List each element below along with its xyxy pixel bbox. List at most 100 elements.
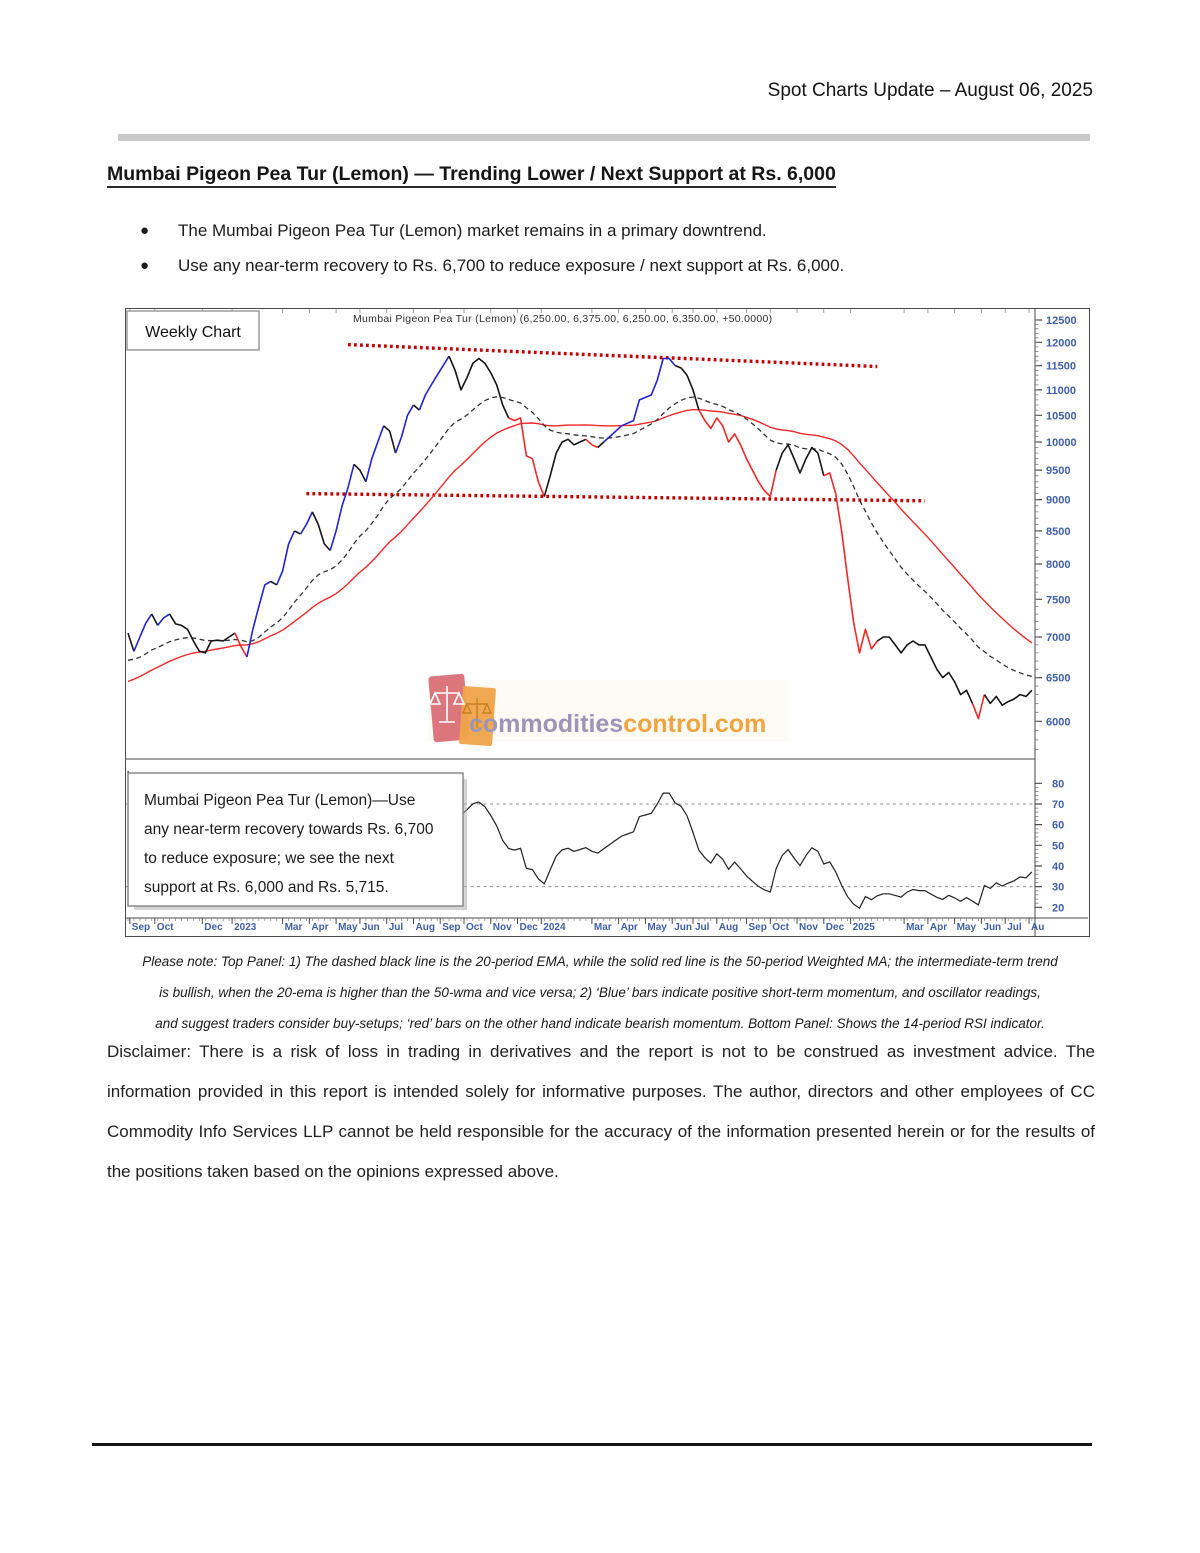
svg-text:9000: 9000 — [1046, 495, 1070, 507]
price-line-segment — [127, 632, 135, 652]
rsi-axis: 80 70 60 50 40 30 20 — [1035, 778, 1064, 914]
svg-text:11000: 11000 — [1046, 385, 1076, 397]
price-line-segment — [311, 511, 331, 552]
svg-text:Oct: Oct — [772, 922, 789, 933]
resistance-trendline — [347, 342, 878, 369]
price-line-segment — [299, 511, 314, 535]
svg-text:60: 60 — [1052, 820, 1064, 832]
footnote-line: is bullish, when the 20-ema is higher th… — [159, 985, 1041, 1000]
footnote-line: Please note: Top Panel: 1) The dashed bl… — [142, 954, 1058, 969]
price-line-segment — [448, 355, 510, 419]
svg-text:Aug: Aug — [416, 922, 435, 933]
price-line-segment — [275, 530, 296, 586]
svg-text:2025: 2025 — [853, 922, 876, 933]
price-line-segment — [543, 438, 587, 497]
price-line-segment — [418, 355, 450, 411]
svg-text:Sep: Sep — [132, 922, 150, 933]
header-divider-bar — [118, 134, 1090, 141]
chart-footnote: Please note: Top Panel: 1) The dashed bl… — [80, 946, 1120, 1039]
svg-text:30: 30 — [1052, 882, 1064, 894]
price-line-segment — [157, 613, 171, 626]
bullet-item: ● Use any near-term recovery to Rs. 6,70… — [140, 254, 1090, 278]
svg-text:Dec: Dec — [826, 922, 845, 933]
svg-text:Au: Au — [1031, 922, 1044, 933]
svg-text:any near-term recovery towards: any near-term recovery towards Rs. 6,700 — [144, 821, 434, 838]
watermark-text: commoditiescontrol.com — [469, 710, 766, 738]
weekly-chart-label: Weekly Chart — [126, 310, 260, 351]
svg-text:May: May — [957, 922, 977, 933]
bullet-list: ● The Mumbai Pigeon Pea Tur (Lemon) mark… — [140, 219, 1090, 289]
svg-text:40: 40 — [1052, 861, 1064, 873]
svg-text:Sep: Sep — [749, 922, 767, 933]
footnote-line: and suggest traders consider buy-setups;… — [155, 1016, 1045, 1031]
svg-text:Nov: Nov — [493, 922, 512, 933]
svg-text:Jul: Jul — [1007, 922, 1022, 933]
page-header-title: Spot Charts Update – August 06, 2025 — [767, 80, 1093, 101]
watermark: commoditiescontrol.com — [428, 673, 788, 746]
svg-text:6000: 6000 — [1046, 716, 1070, 728]
price-line-segment — [597, 441, 605, 449]
price-line-segment — [234, 632, 248, 658]
svg-text:Jul: Jul — [389, 922, 404, 933]
svg-text:Jun: Jun — [362, 922, 380, 933]
price-line-segment — [823, 472, 878, 654]
price-line-segment — [412, 404, 420, 411]
svg-text:Oct: Oct — [157, 922, 174, 933]
bullet-text: The Mumbai Pigeon Pea Tur (Lemon) market… — [178, 221, 767, 240]
svg-text:20: 20 — [1052, 902, 1064, 914]
price-line-segment — [876, 636, 974, 704]
price-line-segment — [365, 425, 385, 482]
svg-text:Apr: Apr — [311, 922, 328, 933]
bullet-text: Use any near-term recovery to Rs. 6,700 … — [178, 256, 845, 275]
svg-text:May: May — [647, 922, 667, 933]
section-heading: Mumbai Pigeon Pea Tur (Lemon) — Trending… — [107, 163, 1107, 188]
svg-text:8500: 8500 — [1046, 526, 1070, 538]
svg-text:2023: 2023 — [234, 922, 257, 933]
disclaimer-text: Disclaimer: There is a risk of loss in t… — [107, 1042, 1095, 1181]
svg-text:2024: 2024 — [543, 922, 566, 933]
svg-text:Dec: Dec — [520, 922, 539, 933]
svg-text:Mumbai Pigeon Pea Tur (Lemon)—: Mumbai Pigeon Pea Tur (Lemon)—Use — [144, 792, 415, 809]
svg-text:Oct: Oct — [466, 922, 483, 933]
svg-text:7000: 7000 — [1046, 632, 1070, 644]
svg-text:Sep: Sep — [442, 922, 460, 933]
price-line-segment — [151, 613, 159, 626]
svg-text:Jun: Jun — [674, 922, 692, 933]
svg-text:Apr: Apr — [621, 922, 638, 933]
bullet-icon: ● — [140, 257, 150, 274]
price-line-segment — [353, 463, 367, 483]
price-line-segment — [508, 417, 546, 497]
weekly-price-chart: commoditiescontrol.com 12500 12000 11500 110… — [125, 308, 1090, 937]
svg-text:Mar: Mar — [594, 922, 612, 933]
price-line-segment — [394, 404, 415, 454]
price-line-segment — [168, 613, 236, 654]
price-line-segment — [246, 580, 272, 658]
svg-text:70: 70 — [1052, 799, 1064, 811]
price-line-segment — [674, 364, 700, 411]
price-line-segment — [133, 613, 153, 652]
price-line-segment — [270, 580, 278, 586]
price-line-segment — [775, 444, 825, 477]
price-panel — [127, 355, 1033, 720]
svg-text:Apr: Apr — [930, 922, 947, 933]
chart-canvas: commoditiescontrol.com 12500 12000 11500 110… — [125, 308, 1090, 937]
svg-text:10000: 10000 — [1046, 437, 1077, 449]
svg-text:7500: 7500 — [1046, 594, 1070, 606]
price-line-segment — [585, 438, 599, 449]
svg-text:6500: 6500 — [1046, 673, 1070, 685]
svg-text:support at Rs. 6,000 and Rs. 5: support at Rs. 6,000 and Rs. 5,715. — [144, 879, 389, 896]
svg-text:9500: 9500 — [1046, 465, 1070, 477]
svg-text:Jun: Jun — [983, 922, 1001, 933]
price-line-segment — [294, 530, 301, 535]
svg-text:to reduce exposure; we see the: to reduce exposure; we see the next — [144, 850, 395, 867]
price-line-segment — [383, 425, 397, 454]
svg-text:12000: 12000 — [1046, 337, 1077, 349]
svg-text:May: May — [338, 922, 358, 933]
price-line-segment — [698, 409, 777, 498]
wma-line — [127, 409, 1033, 683]
svg-text:8000: 8000 — [1046, 559, 1070, 571]
svg-text:Mar: Mar — [906, 922, 924, 933]
footer-rule — [92, 1443, 1092, 1446]
support-trendline — [306, 491, 925, 503]
